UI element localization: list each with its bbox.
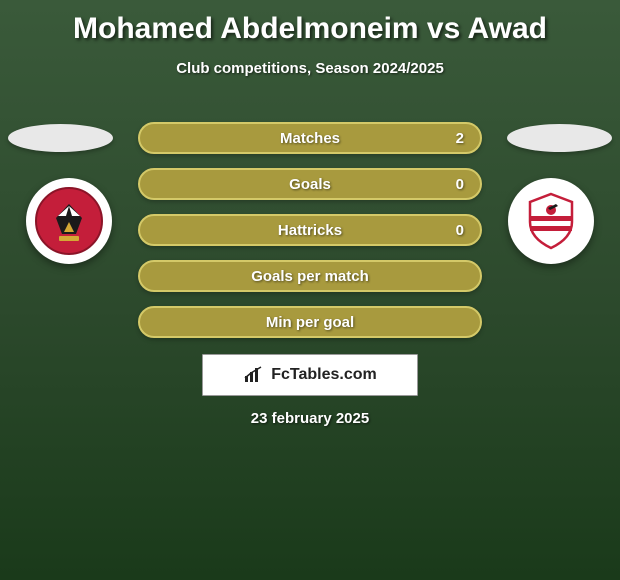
zamalek-crest-icon (516, 186, 586, 256)
comparison-title: Mohamed Abdelmoneim vs Awad (0, 0, 620, 46)
stat-row-goals-per-match: Goals per match (138, 260, 482, 292)
date-label: 23 february 2025 (0, 410, 620, 427)
stat-label: Goals (289, 176, 331, 193)
stat-row-hattricks: Hattricks 0 (138, 214, 482, 246)
stat-row-matches: Matches 2 (138, 122, 482, 154)
stat-row-min-per-goal: Min per goal (138, 306, 482, 338)
stat-label: Goals per match (251, 268, 369, 285)
player-left-ellipse (8, 124, 113, 152)
player-right-ellipse (507, 124, 612, 152)
stat-label: Matches (280, 130, 340, 147)
bar-chart-icon (243, 366, 265, 384)
stat-row-goals: Goals 0 (138, 168, 482, 200)
club-badge-left (26, 178, 112, 264)
stat-value: 2 (456, 130, 464, 147)
stat-value: 0 (456, 176, 464, 193)
brand-attribution[interactable]: FcTables.com (202, 354, 418, 396)
brand-label: FcTables.com (271, 366, 377, 384)
stat-value: 0 (456, 222, 464, 239)
comparison-subtitle: Club competitions, Season 2024/2025 (0, 60, 620, 77)
club-badge-right (508, 178, 594, 264)
stats-container: Matches 2 Goals 0 Hattricks 0 Goals per … (138, 122, 482, 352)
al-ahly-crest-icon (34, 186, 104, 256)
stat-label: Min per goal (266, 314, 354, 331)
stat-label: Hattricks (278, 222, 342, 239)
